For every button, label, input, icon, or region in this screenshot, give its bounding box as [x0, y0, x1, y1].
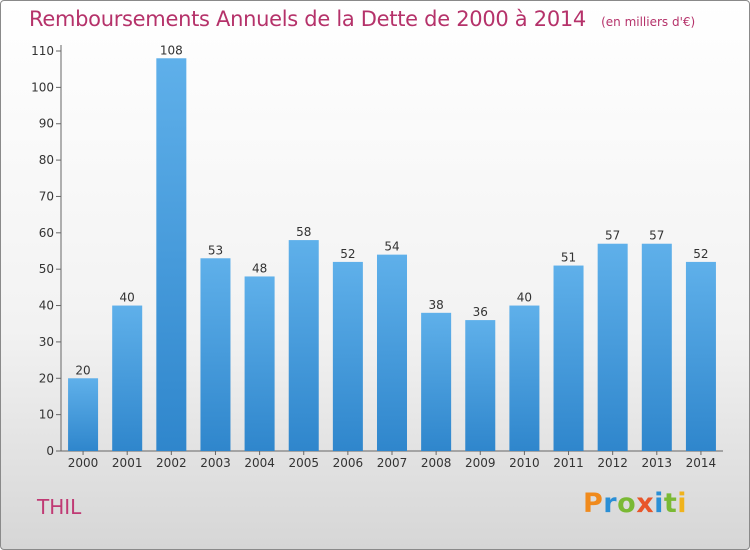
bar [465, 320, 496, 451]
chart-title-block: Remboursements Annuels de la Dette de 20… [29, 7, 695, 31]
bar-value-label: 57 [605, 229, 620, 243]
bar-value-label: 58 [296, 225, 311, 239]
x-tick-label: 2003 [200, 456, 231, 470]
bar-value-label: 108 [160, 43, 183, 57]
x-tick-label: 2009 [465, 456, 496, 470]
logo-letter: P [583, 488, 604, 519]
bar [68, 378, 99, 451]
x-tick-label: 2006 [333, 456, 364, 470]
y-tick-label: 70 [39, 189, 54, 203]
bar [112, 305, 143, 451]
bar [685, 261, 716, 451]
y-tick-label: 0 [46, 444, 54, 458]
x-tick-label: 2010 [509, 456, 540, 470]
x-tick-label: 2001 [112, 456, 143, 470]
x-tick-label: 2008 [421, 456, 452, 470]
x-tick-label: 2002 [156, 456, 187, 470]
y-tick-label: 50 [39, 262, 54, 276]
x-tick-label: 2012 [597, 456, 628, 470]
bar-value-label: 48 [252, 261, 267, 275]
bar [421, 312, 452, 451]
bar-value-label: 40 [517, 291, 532, 305]
bar [332, 261, 363, 451]
y-tick-label: 30 [39, 335, 54, 349]
y-tick-label: 10 [39, 408, 54, 422]
y-tick-label: 100 [31, 80, 54, 94]
bar-value-label: 52 [693, 247, 708, 261]
x-tick-label: 2011 [553, 456, 584, 470]
y-tick-label: 60 [39, 226, 54, 240]
bar-value-label: 51 [561, 251, 576, 265]
bar-value-label: 53 [208, 243, 223, 257]
x-tick-label: 2000 [68, 456, 99, 470]
logo-letter: r [603, 488, 618, 519]
bar-value-label: 54 [384, 240, 399, 254]
commune-name: THIL [37, 495, 82, 519]
bar [376, 254, 408, 451]
y-tick-label: 80 [39, 153, 54, 167]
x-tick-label: 2005 [288, 456, 319, 470]
bar [641, 243, 672, 451]
bar-value-label: 38 [428, 298, 443, 312]
bar [244, 276, 275, 451]
logo-letter: x [636, 488, 655, 519]
chart-title: Remboursements Annuels de la Dette de 20… [29, 7, 586, 31]
logo-letter: t [663, 488, 678, 519]
y-tick-label: 40 [39, 299, 54, 313]
x-tick-label: 2013 [642, 456, 673, 470]
bar-value-label: 20 [75, 363, 90, 377]
y-tick-label: 20 [39, 371, 54, 385]
bar [288, 240, 319, 451]
x-tick-label: 2014 [686, 456, 717, 470]
y-tick-label: 110 [31, 44, 54, 58]
bar [156, 58, 187, 451]
bar [597, 243, 628, 451]
chart-unit: (en milliers d'€) [601, 15, 696, 29]
logo-letter: i [654, 488, 664, 519]
bar [200, 258, 231, 451]
bar [553, 265, 584, 451]
x-tick-label: 2007 [377, 456, 408, 470]
bar [509, 305, 540, 451]
bar-value-label: 52 [340, 247, 355, 261]
bar-value-label: 36 [473, 305, 488, 319]
x-tick-label: 2004 [244, 456, 275, 470]
logo-letter: o [617, 488, 637, 519]
y-tick-label: 90 [39, 117, 54, 131]
bar-value-label: 40 [120, 291, 135, 305]
proxiti-logo: Proxiti [583, 488, 687, 519]
logo-letter: i [677, 488, 688, 519]
bar-value-label: 57 [649, 229, 664, 243]
